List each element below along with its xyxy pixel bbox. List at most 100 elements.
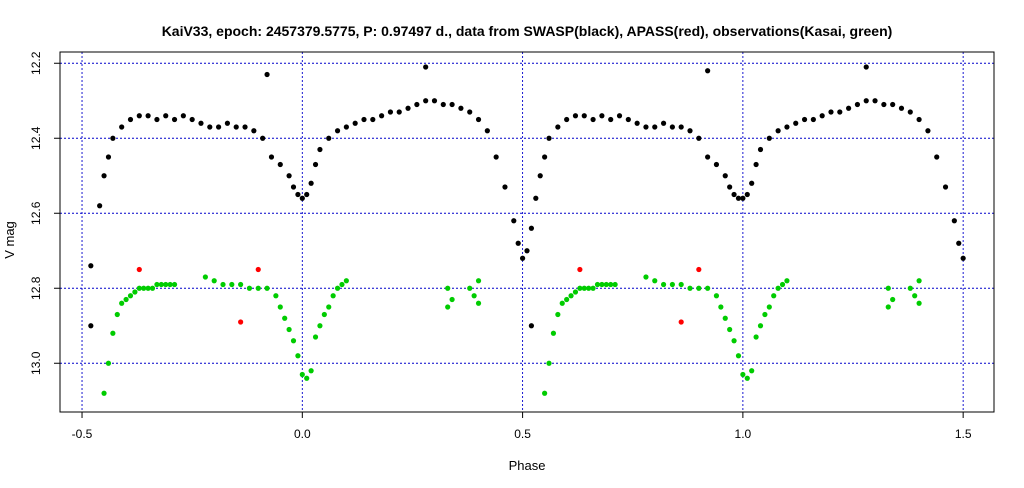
data-point-swasp <box>308 180 314 186</box>
data-point-swasp <box>890 101 896 108</box>
data-point-kasai <box>907 285 913 291</box>
data-point-swasp <box>696 135 702 141</box>
data-point-swasp <box>533 195 539 201</box>
data-point-swasp <box>634 120 640 126</box>
data-point-swasp <box>731 191 737 198</box>
data-point-kasai <box>136 285 142 291</box>
y-tick-label: 12.6 <box>29 201 43 225</box>
data-point-swasp <box>207 124 213 130</box>
data-point-swasp <box>511 218 517 224</box>
data-point-kasai <box>149 285 156 291</box>
data-point-kasai <box>660 281 667 288</box>
data-point-swasp <box>907 109 913 115</box>
data-point-swasp <box>581 113 587 119</box>
data-point-swasp <box>766 135 772 141</box>
data-point-kasai <box>264 285 270 291</box>
data-point-swasp <box>705 154 711 160</box>
data-point-swasp <box>88 323 94 329</box>
data-point-kasai <box>202 274 208 280</box>
data-point-kasai <box>912 293 918 299</box>
data-point-swasp <box>423 64 429 70</box>
data-point-kasai <box>334 285 341 291</box>
data-point-swasp <box>934 154 940 160</box>
data-point-swasp <box>299 195 305 201</box>
data-point-kasai <box>220 281 226 288</box>
data-point-swasp <box>881 101 887 108</box>
data-point-swasp <box>242 124 248 130</box>
data-point-swasp <box>484 128 490 134</box>
data-point-kasai <box>295 353 301 359</box>
data-point-swasp <box>863 98 869 104</box>
data-point-apass <box>255 266 261 273</box>
data-point-swasp <box>727 184 733 190</box>
data-point-kasai <box>255 285 261 291</box>
x-tick-label: -0.5 <box>72 427 93 441</box>
data-point-kasai <box>568 293 574 299</box>
data-point-kasai <box>885 304 891 310</box>
data-point-apass <box>577 266 583 273</box>
data-point-swasp <box>260 135 266 141</box>
data-point-swasp <box>295 191 301 198</box>
data-point-kasai <box>599 281 605 288</box>
data-point-swasp <box>564 116 570 123</box>
series-apass <box>136 266 702 325</box>
data-point-kasai <box>753 334 759 340</box>
data-point-kasai <box>696 285 702 291</box>
data-point-kasai <box>612 281 618 288</box>
y-tick-label: 12.2 <box>29 51 43 75</box>
data-point-swasp <box>837 109 843 115</box>
data-point-swasp <box>669 124 675 130</box>
data-point-swasp <box>854 101 861 108</box>
data-point-swasp <box>101 173 107 179</box>
data-point-swasp <box>414 101 420 108</box>
data-point-kasai <box>705 285 711 291</box>
data-point-swasp <box>960 255 966 261</box>
data-point-swasp <box>396 109 402 115</box>
data-point-swasp <box>171 116 178 123</box>
data-point-swasp <box>198 120 204 126</box>
y-axis-label: V mag <box>2 221 17 259</box>
data-point-swasp <box>546 135 552 141</box>
data-point-swasp <box>678 124 684 130</box>
data-point-swasp <box>713 161 720 168</box>
grid-layer <box>60 52 994 412</box>
data-point-kasai <box>343 278 349 284</box>
data-point-kasai <box>586 285 592 291</box>
data-point-swasp <box>828 109 834 115</box>
data-point-swasp <box>519 255 526 261</box>
data-point-swasp <box>801 116 808 123</box>
data-point-swasp <box>528 225 535 231</box>
data-point-kasai <box>326 304 332 310</box>
plot-frame <box>59 51 995 413</box>
data-point-kasai <box>238 281 244 288</box>
data-point-kasai <box>321 311 327 318</box>
x-tick-label: 1.0 <box>735 427 752 441</box>
data-point-kasai <box>731 338 737 344</box>
data-point-swasp <box>475 116 482 123</box>
data-point-swasp <box>145 113 151 119</box>
data-point-swasp <box>405 105 411 111</box>
chart-title: KaiV33, epoch: 2457379.5775, P: 0.97497 … <box>162 23 893 39</box>
data-point-swasp <box>251 128 257 134</box>
data-point-swasp <box>846 105 852 111</box>
data-point-swasp <box>625 116 631 123</box>
data-point-kasai <box>775 285 781 291</box>
data-point-kasai <box>290 338 297 344</box>
data-point-swasp <box>317 146 323 153</box>
data-point-kasai <box>317 323 323 329</box>
data-point-swasp <box>224 120 231 126</box>
data-point-swasp <box>740 195 746 201</box>
y-tick-label: 12.8 <box>29 276 43 300</box>
data-point-swasp <box>361 116 367 123</box>
series-swasp <box>88 64 966 329</box>
data-point-kasai <box>339 281 345 288</box>
data-point-swasp <box>515 240 521 246</box>
data-point-swasp <box>572 113 579 119</box>
data-point-swasp <box>608 116 614 123</box>
y-tick-label: 13.0 <box>29 351 43 375</box>
data-point-kasai <box>132 289 138 295</box>
data-point-kasai <box>114 311 120 318</box>
data-point-swasp <box>136 113 142 119</box>
data-point-kasai <box>312 334 319 340</box>
